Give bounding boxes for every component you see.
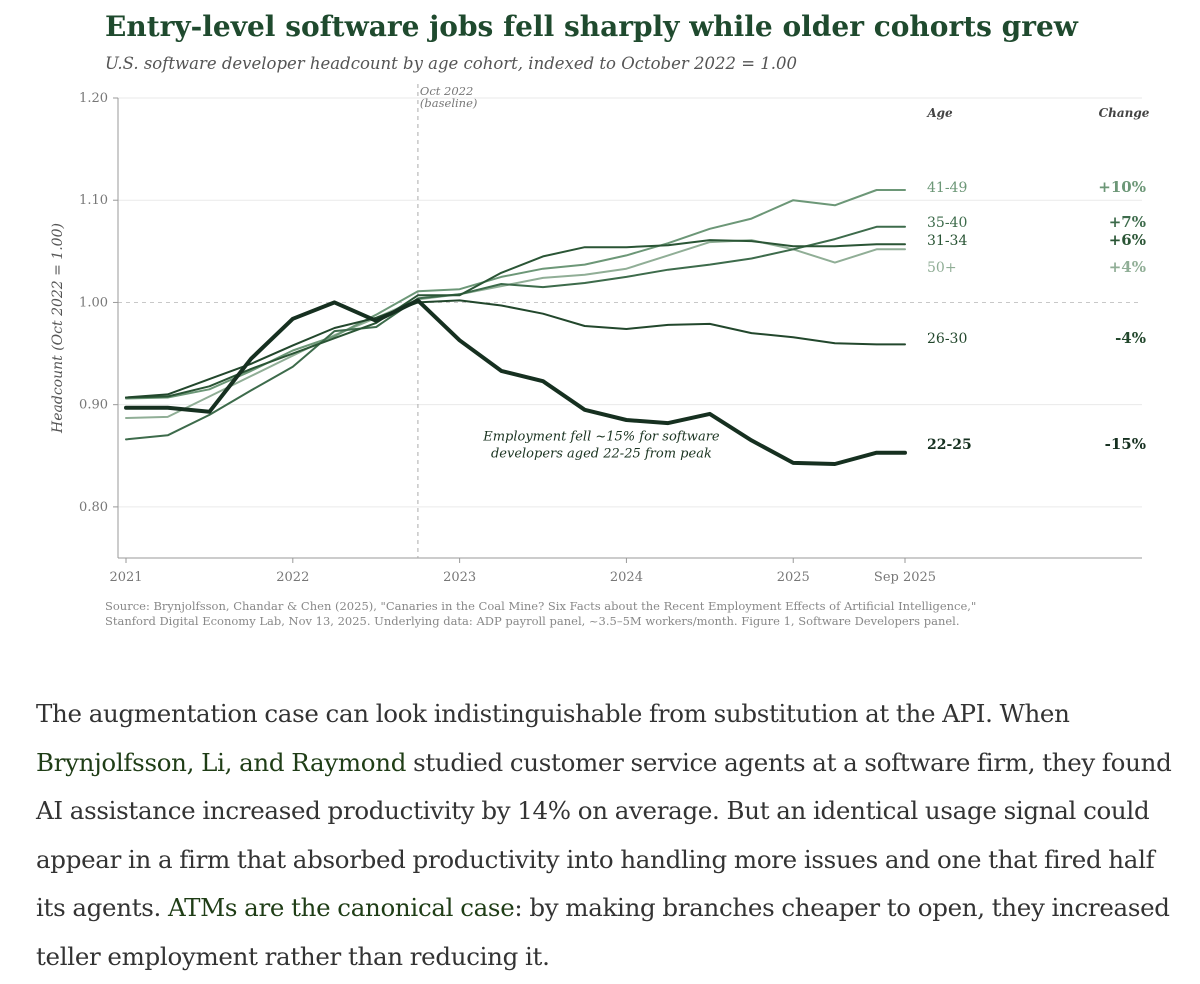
baseline-marker: Oct 2022 (baseline) xyxy=(417,84,477,558)
age-column-header: Age xyxy=(926,106,953,120)
x-tick-label: 2025 xyxy=(777,570,810,585)
series-change-35-40: +7% xyxy=(1109,213,1146,231)
series-change-31-34: +6% xyxy=(1109,231,1146,249)
series-change-41-49: +10% xyxy=(1098,178,1146,196)
x-tick-label: 2022 xyxy=(276,570,309,585)
series-line-31-34 xyxy=(125,239,906,399)
series-change-50+: +4% xyxy=(1109,258,1146,276)
chart-subtitle: U.S. software developer headcount by age… xyxy=(105,54,797,73)
body-paragraph: The augmentation case can look indisting… xyxy=(36,690,1186,981)
series-labels: 50+ +4% 41-49 +10% 35-40 +7% 31-34 +6% 26-30 -4% 2… xyxy=(927,178,1146,453)
series-change-26-30: -4% xyxy=(1115,329,1146,347)
series-change-22-25: -15% xyxy=(1105,435,1146,453)
series-line-26-30 xyxy=(125,299,906,399)
annotation-line1: Employment fell ~15% for software xyxy=(482,430,720,445)
baseline-label-line2: (baseline) xyxy=(420,96,477,110)
y-tick-label: 1.00 xyxy=(79,295,108,310)
prose-part3: : by making branches cheaper to open, th… xyxy=(36,893,1170,971)
series-line-22-25 xyxy=(124,298,907,466)
y-axis-label: Headcount (Oct 2022 = 1.00) xyxy=(50,223,66,434)
series-label-26-30: 26-30 xyxy=(927,331,967,347)
series-label-31-34: 31-34 xyxy=(927,233,967,249)
y-tick-label: 0.90 xyxy=(79,398,108,413)
y-tick-label: 1.20 xyxy=(79,91,108,106)
chart-title: Entry-level software jobs fell sharply w… xyxy=(105,10,1079,43)
series-line-41-49 xyxy=(125,189,906,400)
series-label-50+: 50+ xyxy=(927,260,957,276)
x-tick-label: 2021 xyxy=(109,570,142,585)
y-tick-label: 1.10 xyxy=(79,193,108,208)
series-label-22-25: 22-25 xyxy=(927,437,972,453)
series-label-41-49: 41-49 xyxy=(927,180,967,196)
link-brynjolfsson-li-raymond[interactable]: Brynjolfsson, Li, and Raymond xyxy=(36,747,407,777)
grid-lines xyxy=(118,97,1142,508)
change-column-header: Change xyxy=(1099,106,1150,120)
x-tick-label: 2024 xyxy=(610,570,643,585)
source-line1: Source: Brynjolfsson, Chandar & Chen (20… xyxy=(105,599,976,613)
x-tick-label: 2023 xyxy=(443,570,476,585)
annotation-line2: developers aged 22-25 from peak xyxy=(491,447,712,462)
prose-part1: The augmentation case can look indisting… xyxy=(36,699,1070,728)
headcount-chart: Entry-level software jobs fell sharply w… xyxy=(50,10,1150,628)
series-lines xyxy=(124,189,907,466)
link-atms-canonical-case[interactable]: ATMs are the canonical case xyxy=(168,893,515,922)
baseline-label-line1: Oct 2022 xyxy=(420,84,473,98)
x-tick-label: Sep 2025 xyxy=(874,570,936,585)
y-tick-label: 0.80 xyxy=(79,500,108,515)
prose-part2: studied customer service agents at a sof… xyxy=(36,747,1172,923)
series-label-35-40: 35-40 xyxy=(927,215,967,231)
series-line-50+ xyxy=(125,239,906,419)
axes: 0.80 0.90 1.00 1.10 1.20 2021 2022 2023 2024 2025… xyxy=(79,91,1142,585)
series-line-35-40 xyxy=(125,225,906,441)
source-line2: Stanford Digital Economy Lab, Nov 13, 20… xyxy=(105,614,960,628)
